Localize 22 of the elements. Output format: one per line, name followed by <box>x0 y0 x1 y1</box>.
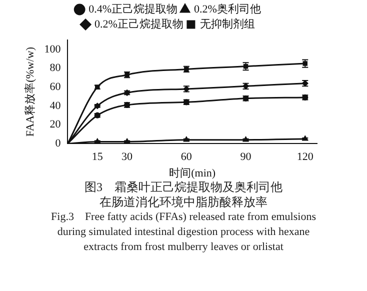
y-tick-label: 80 <box>50 62 62 74</box>
y-tick-label: 60 <box>50 80 62 93</box>
caption: Fig.3 Free fatty acids (FFAs) released rate from emulsions <box>50 210 317 225</box>
legend-label: 0.2%奥利司他 <box>194 2 261 16</box>
legend-label: 0.4%正己烷提取物 <box>88 2 178 16</box>
x-tick-label: 15 <box>92 151 104 164</box>
x-axis-title: 时间(min) <box>169 166 216 180</box>
text: extracts from frost mulberry leaves or orlistat <box>82 240 284 255</box>
text: 在肠道消化环境中脂肪酸释放率 <box>98 195 268 210</box>
y-tick-label: 40 <box>50 100 62 112</box>
legend-label: 无抑制剂组 <box>200 17 255 30</box>
x-tick-label: 60 <box>180 151 192 164</box>
text: during simulated intestinal digestion process with hexane <box>56 225 311 240</box>
legend-label: 0.2%正己烷提取物 <box>94 17 184 30</box>
x-tick-label: 30 <box>122 151 134 164</box>
y-tick-label: 20 <box>50 118 62 131</box>
x-tick-label: 90 <box>240 151 252 164</box>
y-tick-label: 0 <box>55 137 62 150</box>
caption: 图3 霜桑叶正己烷提取物及奥利司他 <box>84 180 284 195</box>
x-tick-label: 120 <box>296 151 314 164</box>
y-tick-label: 100 <box>44 43 62 56</box>
y-axis-title: FAA释放率(%w/w) <box>23 46 36 137</box>
